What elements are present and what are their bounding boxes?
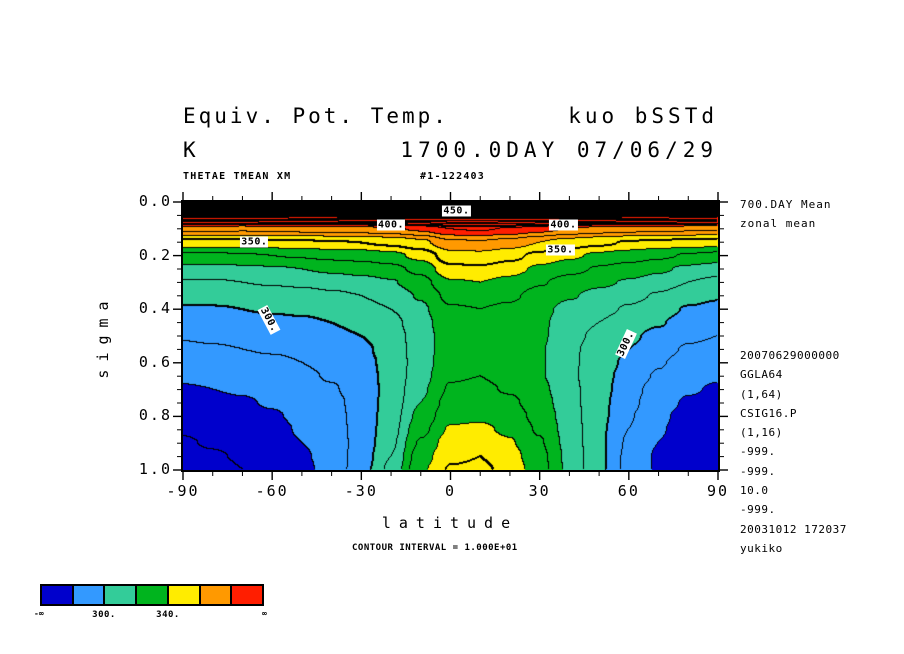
x-tick-label: 60 bbox=[617, 482, 640, 500]
plot-title: Equiv. Pot. Temp. bbox=[183, 104, 449, 128]
right-panel-line: 700.DAY Mean bbox=[740, 198, 832, 211]
colorbar-right-end-label: ∞ bbox=[262, 609, 267, 618]
right-panel-info-line: 20031012 172037 bbox=[740, 522, 847, 536]
units-label: K bbox=[183, 138, 199, 162]
right-panel-info-line: CSIG16.P bbox=[740, 406, 797, 420]
y-axis-label: sigma bbox=[94, 293, 112, 379]
contour-label: 350. bbox=[546, 244, 575, 256]
plot-area: 450. 400. 400. 350. 350. 300. 300. bbox=[183, 202, 718, 470]
contour-label: 350. bbox=[240, 236, 269, 248]
colorbar-cell bbox=[105, 586, 138, 604]
y-tick-label: 0.8 bbox=[138, 406, 172, 425]
x-tick-label: -30 bbox=[344, 482, 378, 500]
contour-interval-note: CONTOUR INTERVAL = 1.000E+01 bbox=[352, 543, 518, 553]
x-tick-label: 90 bbox=[706, 482, 730, 500]
colorbar-left-end-label: -∞ bbox=[34, 609, 44, 618]
x-tick-label: 0 bbox=[444, 482, 457, 500]
right-panel-info-line: -999. bbox=[740, 464, 776, 478]
x-tick-label: 30 bbox=[528, 482, 551, 500]
day-date-label: 1700.0DAY 07/06/29 bbox=[400, 138, 718, 162]
right-panel-info-line: -999. bbox=[740, 445, 776, 459]
colorbar-boundary-label: 300. bbox=[92, 610, 116, 620]
x-tick-label: -90 bbox=[166, 482, 200, 500]
right-panel-info-line: (1,64) bbox=[740, 387, 783, 401]
x-tick-label: -60 bbox=[255, 482, 289, 500]
right-panel-info-line: yukiko bbox=[740, 541, 783, 555]
x-axis-label: latitude bbox=[381, 514, 519, 532]
run-id-label: #1-122403 bbox=[420, 171, 485, 182]
y-tick-label: 0.6 bbox=[138, 352, 172, 371]
right-panel-info-line: 10.0 bbox=[740, 484, 769, 498]
right-panel-line: zonal mean bbox=[740, 217, 817, 230]
y-tick-label: 0.2 bbox=[138, 245, 172, 264]
y-tick-label: 0.4 bbox=[138, 299, 172, 318]
colorbar-cell bbox=[168, 586, 201, 604]
contour-label: 450. bbox=[442, 205, 471, 217]
right-panel-info-line: GGLA64 bbox=[740, 368, 783, 382]
y-tick-label: 0.0 bbox=[138, 192, 172, 210]
colorbar-cell bbox=[42, 586, 74, 604]
colorbar-cell bbox=[200, 586, 233, 604]
colorbar-cell bbox=[137, 586, 169, 604]
right-panel-info-line: (1,16) bbox=[740, 426, 783, 440]
right-panel-info: 20070629000000 GGLA64 (1,64) CSIG16.P (1,16)… bbox=[740, 346, 847, 558]
colorbar-boundary-label: 340. bbox=[156, 610, 180, 620]
right-panel-mean: 700.DAY Mean zonal mean bbox=[740, 195, 831, 233]
y-tick-label: 1.0 bbox=[138, 460, 172, 478]
plot-title-right: kuo bSSTd bbox=[568, 104, 718, 128]
right-panel-info-line: -999. bbox=[740, 503, 776, 517]
contour-label: 400. bbox=[549, 219, 578, 231]
right-panel-info-line: 20070629000000 bbox=[740, 349, 840, 362]
colorbar-cell bbox=[73, 586, 106, 604]
variable-name-label: THETAE TMEAN XM bbox=[183, 171, 292, 182]
contour-label: 400. bbox=[377, 219, 406, 231]
colorbar bbox=[40, 584, 264, 606]
colorbar-cell bbox=[232, 586, 263, 604]
